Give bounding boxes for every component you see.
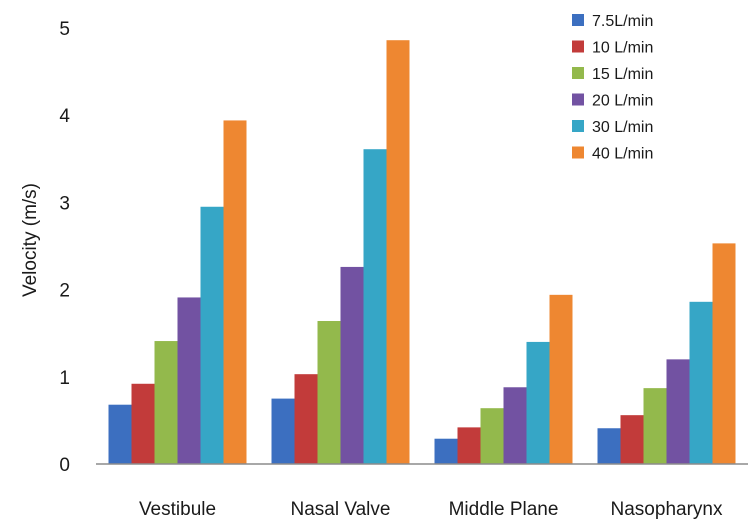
bar (503, 387, 527, 464)
legend-label: 30 L/min (592, 119, 653, 136)
legend-swatch (572, 40, 584, 53)
bar (131, 383, 155, 464)
bar (643, 388, 667, 464)
bar (597, 428, 621, 464)
bar (223, 120, 247, 464)
bar (154, 341, 178, 464)
legend-label: 15 L/min (592, 66, 653, 83)
bars (108, 40, 736, 464)
legend-swatch (572, 120, 584, 132)
y-axis-label: Velocity (m/s) (20, 183, 41, 297)
bar (386, 40, 410, 464)
legend-label: 20 L/min (592, 93, 653, 110)
bar (526, 341, 550, 464)
y-axis-ticks: 0 1 2 3 4 5 (59, 19, 70, 476)
legend-swatch (572, 14, 584, 26)
legend-swatch (572, 93, 584, 106)
bar (363, 149, 387, 464)
legend-label: 40 L/min (592, 146, 653, 163)
bar (294, 374, 318, 464)
bar (666, 359, 690, 464)
y-tick-label: 1 (59, 368, 70, 389)
y-tick-label: 4 (59, 106, 70, 127)
category-labels: Vestibule Nasal Valve Middle Plane Nasophar… (139, 499, 723, 520)
bar (434, 438, 458, 464)
bar (620, 415, 644, 464)
legend-label: 7.5L/min (592, 13, 653, 30)
bar (457, 427, 481, 464)
bar (712, 243, 736, 464)
y-tick-label: 3 (59, 193, 70, 214)
category-label: Nasal Valve (291, 499, 391, 520)
bar (317, 320, 341, 464)
legend-swatch (572, 146, 584, 159)
y-tick-label: 0 (59, 455, 70, 476)
bar (340, 266, 364, 464)
bar (689, 301, 713, 464)
legend: 7.5L/min 10 L/min 15 L/min 20 L/min 30 L/min… (572, 13, 653, 163)
bar (200, 206, 224, 464)
category-label: Middle Plane (449, 499, 559, 520)
bar (108, 404, 132, 464)
category-label: Vestibule (139, 499, 216, 520)
legend-swatch (572, 67, 584, 79)
category-label: Nasopharynx (611, 499, 723, 520)
y-tick-label: 5 (59, 19, 70, 40)
y-tick-label: 2 (59, 281, 70, 302)
bar (177, 297, 201, 464)
bar (480, 408, 504, 464)
legend-label: 10 L/min (592, 40, 653, 57)
bar (549, 294, 573, 464)
bar (271, 398, 295, 464)
